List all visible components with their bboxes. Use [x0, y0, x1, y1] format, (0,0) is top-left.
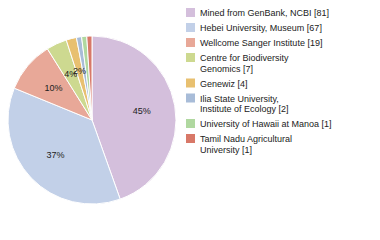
legend-label: Wellcome Sanger Institute [19]	[200, 38, 322, 48]
legend-label: Hebei University, Museum [67]	[200, 23, 322, 33]
legend-swatch	[186, 8, 195, 17]
background	[0, 0, 380, 240]
legend-swatch	[186, 38, 195, 47]
data-label: 45%	[133, 106, 151, 116]
data-label: 37%	[47, 150, 65, 160]
legend-label: Mined from GenBank, NCBI [81]	[200, 8, 329, 18]
legend-swatch	[186, 79, 195, 88]
data-label: 2%	[73, 66, 86, 76]
legend-label: Tamil Nadu AgriculturalUniversity [1]	[200, 134, 292, 155]
pie-slice	[87, 36, 92, 120]
legend-swatch	[186, 119, 195, 128]
pie-slice	[76, 37, 92, 120]
legend-label: University of Hawaii at Manoa [1]	[200, 119, 332, 129]
legend-label: Genewiz [4]	[200, 79, 248, 89]
data-labels: 45%37%10%4%2%	[44, 66, 150, 160]
legend-label: Ilia State University,Institute of Ecolo…	[200, 94, 289, 115]
legend-swatch	[186, 53, 195, 62]
legend-swatch	[186, 23, 195, 32]
data-label: 10%	[44, 83, 62, 93]
legend-label: Centre for BiodiversityGenomics [7]	[200, 53, 289, 74]
legend: Mined from GenBank, NCBI [81] Hebei Unive…	[186, 8, 332, 155]
pie	[8, 36, 176, 204]
legend-swatch	[186, 134, 195, 143]
chart-container: 45%37%10%4%2%Mined from GenBank, NCBI [8…	[0, 0, 380, 240]
pie-slice	[82, 36, 92, 120]
chart: 45%37%10%4%2%Mined from GenBank, NCBI [8…	[0, 0, 380, 240]
legend-swatch	[186, 94, 195, 103]
